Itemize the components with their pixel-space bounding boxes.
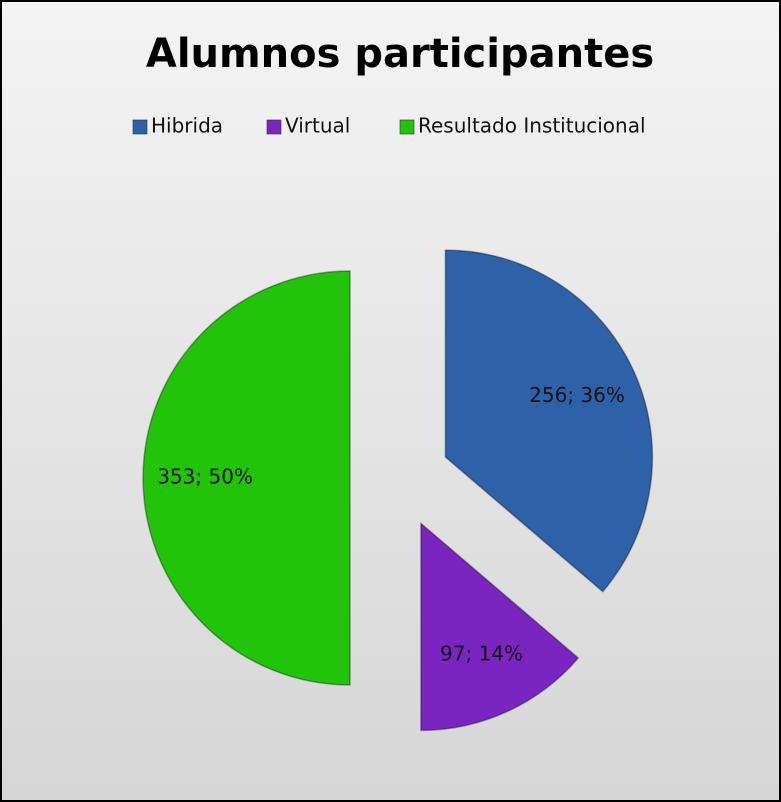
data-label: 97; 14% xyxy=(440,642,523,666)
data-label: 256; 36% xyxy=(529,383,625,407)
pie-slice xyxy=(444,249,654,593)
legend-swatch xyxy=(132,119,148,135)
legend-label: Hibrida xyxy=(151,114,223,138)
legend-swatch xyxy=(266,119,282,135)
pie-slice xyxy=(142,270,351,686)
pie-slice xyxy=(420,521,580,732)
legend-swatch xyxy=(399,119,415,135)
data-label: 353; 50% xyxy=(157,465,253,489)
legend-label: Resultado Institucional xyxy=(418,114,646,138)
chart-title: Alumnos participantes xyxy=(146,31,654,77)
legend-label: Virtual xyxy=(285,114,350,138)
